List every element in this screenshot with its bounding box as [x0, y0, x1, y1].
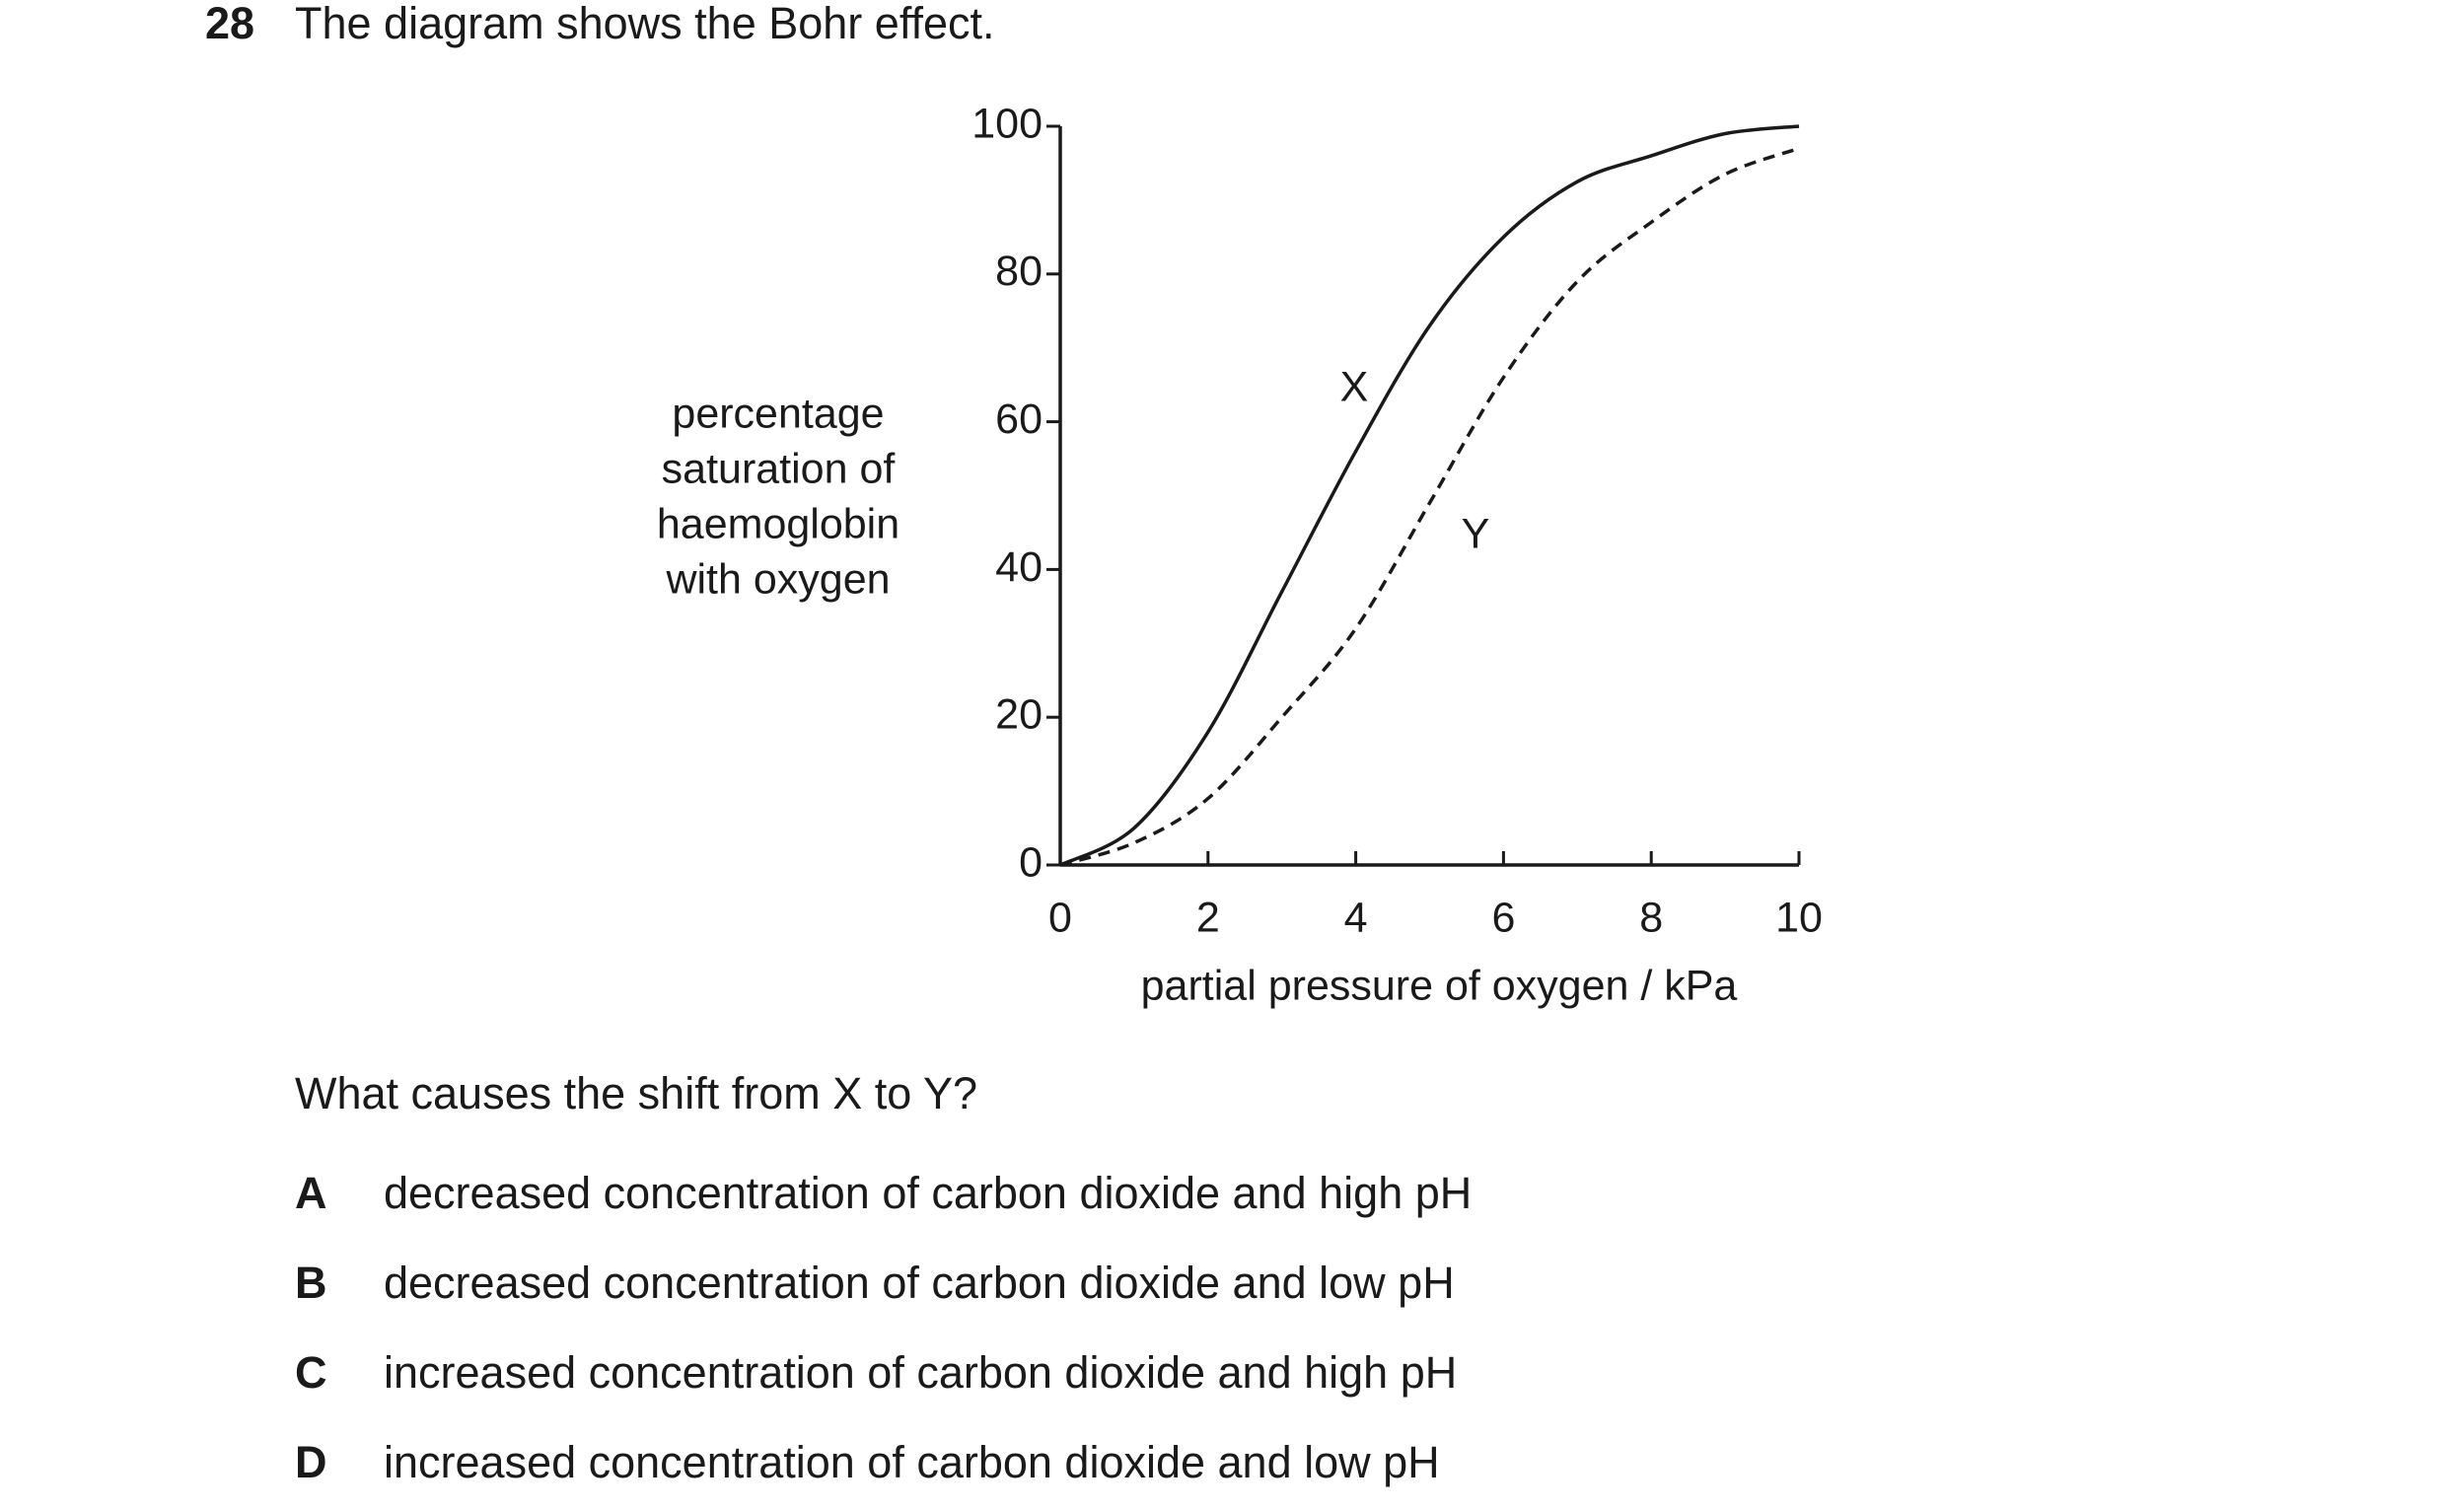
y-axis-label: haemoglobin	[657, 500, 899, 547]
y-tick-label: 80	[995, 248, 1043, 295]
y-tick-label: 40	[995, 543, 1043, 591]
option-text: increased concentration of carbon dioxid…	[384, 1437, 1440, 1487]
option-letter: A	[295, 1168, 327, 1218]
curve-label: X	[1340, 363, 1369, 410]
y-tick-label: 0	[1019, 838, 1043, 886]
y-tick-label: 60	[995, 396, 1043, 443]
question-prompt: What causes the shift from X to Y?	[295, 1068, 977, 1118]
option-letter: D	[295, 1437, 327, 1487]
curve	[1059, 146, 1800, 867]
y-tick-label: 100	[971, 100, 1043, 147]
y-axis-label: with oxygen	[665, 555, 890, 603]
option-letter: B	[295, 1258, 327, 1308]
x-axis-label: partial pressure of oxygen / kPa	[1141, 962, 1738, 1009]
curve-label: Y	[1462, 510, 1490, 557]
y-tick-label: 20	[995, 691, 1043, 739]
question-text: The diagram shows the Bohr effect.	[295, 0, 995, 48]
x-tick-label: 8	[1639, 894, 1663, 941]
x-tick-label: 0	[1048, 894, 1072, 941]
x-tick-label: 6	[1491, 894, 1515, 941]
option-text: increased concentration of carbon dioxid…	[384, 1347, 1457, 1398]
curve	[1059, 124, 1800, 867]
x-tick-label: 2	[1196, 894, 1220, 941]
x-tick-label: 4	[1344, 894, 1368, 941]
option-text: decreased concentration of carbon dioxid…	[384, 1168, 1472, 1218]
x-tick-label: 10	[1775, 894, 1823, 941]
option-text: decreased concentration of carbon dioxid…	[384, 1258, 1455, 1308]
option-letter: C	[295, 1347, 327, 1398]
y-axis-label: percentage	[672, 390, 884, 437]
question-number: 28	[205, 0, 254, 48]
y-axis-label: saturation of	[662, 445, 897, 492]
